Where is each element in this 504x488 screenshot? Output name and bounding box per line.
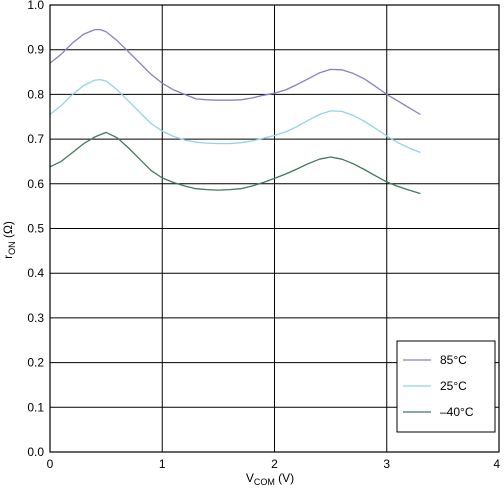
y-tick-labels: 0.0 0.1 0.2 0.3 0.4 0.5 0.6 0.7 0.8 0.9 1.0 [27, 0, 44, 459]
legend: 85°C 25°C –40°C [396, 340, 496, 433]
x-tick-label: 4 [493, 457, 500, 471]
x-tick-label: 3 [383, 457, 390, 471]
legend-label: 85°C [440, 353, 467, 367]
x-tick-label: 2 [271, 457, 278, 471]
legend-label: –40°C [440, 405, 474, 419]
y-tick-label: 0.8 [27, 87, 44, 101]
series-lines [49, 28, 421, 195]
y-tick-label: 0.3 [27, 311, 44, 325]
x-tick-labels: 0 1 2 3 4 [47, 457, 501, 471]
plot-frame [49, 4, 500, 453]
x-axis-label-main: V [246, 471, 254, 485]
y-tick-label: 0.2 [27, 356, 44, 370]
series-line-1 [49, 78, 421, 154]
x-axis-label-sub: COM [254, 477, 275, 487]
x-tick-label: 0 [47, 457, 54, 471]
y-tick-label: 1.0 [27, 0, 44, 12]
y-tick-label: 0.4 [27, 266, 44, 280]
y-axis-label-sub: ON [7, 241, 17, 255]
y-tick-label: 0.6 [27, 177, 44, 191]
y-axis-label-main: r [1, 255, 15, 259]
series-line-2 [49, 131, 421, 195]
y-tick-label: 0.5 [27, 222, 44, 236]
legend-label: 25°C [440, 379, 467, 393]
y-axis-label-unit: (Ω) [1, 221, 15, 241]
x-axis-label-unit: (V) [275, 471, 294, 485]
x-axis-label: VCOM (V) [246, 471, 294, 487]
y-tick-label: 0.0 [27, 445, 44, 459]
y-axis-label: rON (Ω) [1, 221, 17, 259]
series-line-0 [49, 28, 421, 116]
y-tick-label: 0.7 [27, 132, 44, 146]
y-tick-label: 0.1 [27, 400, 44, 414]
legend-entries: 85°C 25°C –40°C [403, 353, 474, 419]
y-tick-label: 0.9 [27, 43, 44, 57]
x-tick-label: 1 [159, 457, 166, 471]
